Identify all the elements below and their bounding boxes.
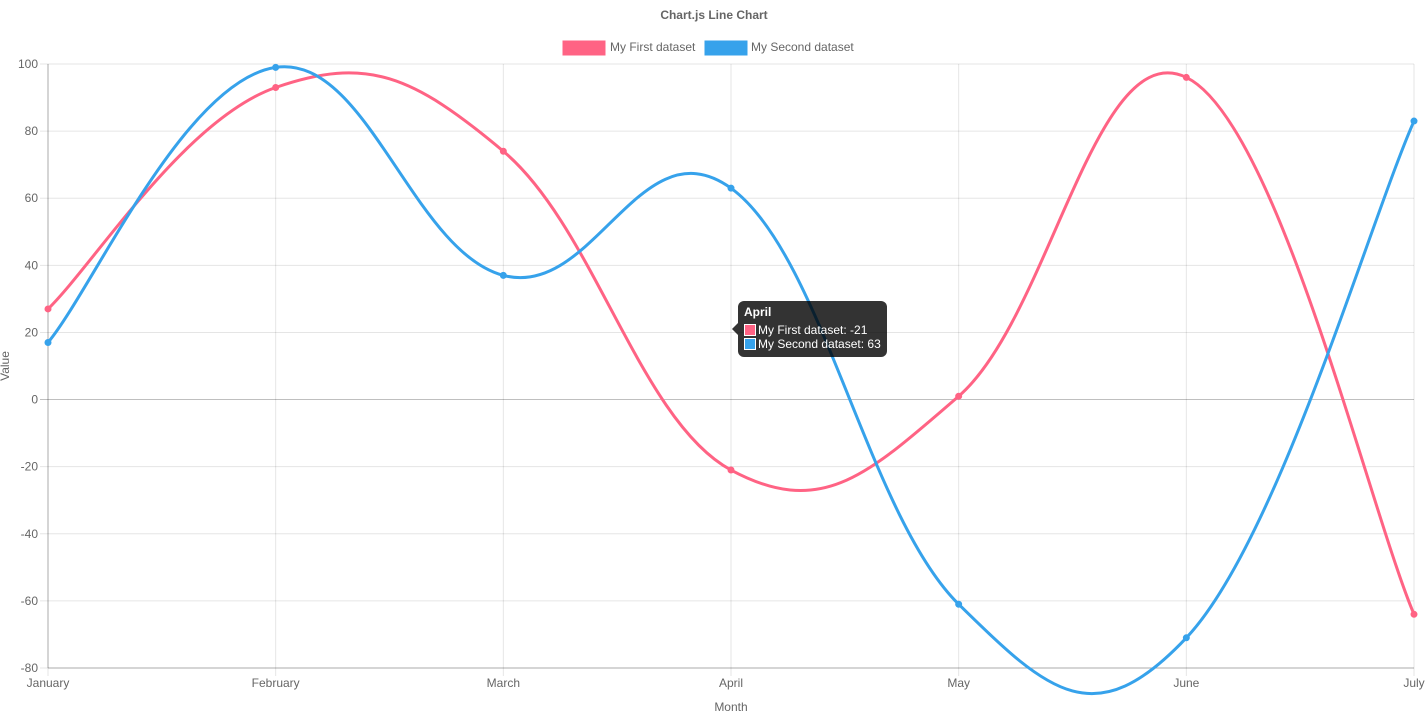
data-point-series-2-june[interactable] xyxy=(1182,634,1190,642)
tooltip: April My First dataset: -21 My Second da… xyxy=(732,301,887,357)
tooltip-swatch-second xyxy=(744,338,756,350)
data-point-series-2-april[interactable] xyxy=(727,184,735,192)
legend-item-first[interactable]: My First dataset xyxy=(562,40,696,56)
y-tick-label: -80 xyxy=(21,661,39,675)
x-tick-label: June xyxy=(1173,676,1199,690)
tooltip-label-second: My Second dataset: 63 xyxy=(758,337,881,351)
legend-label-first: My First dataset xyxy=(610,40,696,54)
data-point-series-1-may[interactable] xyxy=(955,392,963,400)
data-point-series-2-march[interactable] xyxy=(499,271,507,279)
tooltip-row-first: My First dataset: -21 xyxy=(744,323,881,337)
tooltip-row-second: My Second dataset: 63 xyxy=(744,337,881,351)
y-tick-label: 80 xyxy=(25,124,39,138)
y-axis-title: Value xyxy=(0,351,12,381)
x-tick-label: January xyxy=(27,676,70,690)
legend-item-second[interactable]: My Second dataset xyxy=(704,40,854,56)
data-point-series-1-february[interactable] xyxy=(272,83,280,91)
y-tick-label: 100 xyxy=(18,57,38,71)
legend-swatch-first xyxy=(562,40,606,56)
y-tick-label: 0 xyxy=(31,393,38,407)
y-tick-label: -60 xyxy=(21,594,39,608)
legend-swatch-second xyxy=(704,40,748,56)
tooltip-swatch-first xyxy=(744,324,756,336)
data-point-series-1-july[interactable] xyxy=(1410,610,1418,618)
y-tick-label: 40 xyxy=(25,258,39,272)
x-axis-title: Month xyxy=(714,700,747,714)
chart-title: Chart.js Line Chart xyxy=(660,8,767,22)
series-line-1 xyxy=(46,71,1416,615)
x-tick-label: July xyxy=(1403,676,1424,690)
data-point-series-1-june[interactable] xyxy=(1182,73,1190,81)
data-point-series-1-april[interactable] xyxy=(727,466,735,474)
grid xyxy=(40,63,1415,676)
data-point-series-2-july[interactable] xyxy=(1410,117,1418,125)
legend-label-second: My Second dataset xyxy=(751,40,854,54)
y-tick-label: 20 xyxy=(25,325,39,339)
x-tick-label: March xyxy=(487,676,520,690)
tooltip-label-first: My First dataset: -21 xyxy=(758,323,868,337)
tooltip-title: April xyxy=(744,305,772,319)
series xyxy=(44,63,1418,696)
data-point-series-2-january[interactable] xyxy=(44,339,52,347)
y-tick-label: -40 xyxy=(21,527,39,541)
data-point-series-2-may[interactable] xyxy=(955,600,963,608)
y-tick-label: 60 xyxy=(25,191,39,205)
x-tick-label: May xyxy=(947,676,970,690)
data-point-series-1-march[interactable] xyxy=(499,147,507,155)
data-point-series-1-january[interactable] xyxy=(44,305,52,313)
legend: My First dataset My Second dataset xyxy=(562,40,854,56)
data-point-series-2-february[interactable] xyxy=(272,63,280,71)
x-tick-label: February xyxy=(252,676,300,690)
y-tick-label: -20 xyxy=(21,460,39,474)
x-tick-label: April xyxy=(719,676,743,690)
